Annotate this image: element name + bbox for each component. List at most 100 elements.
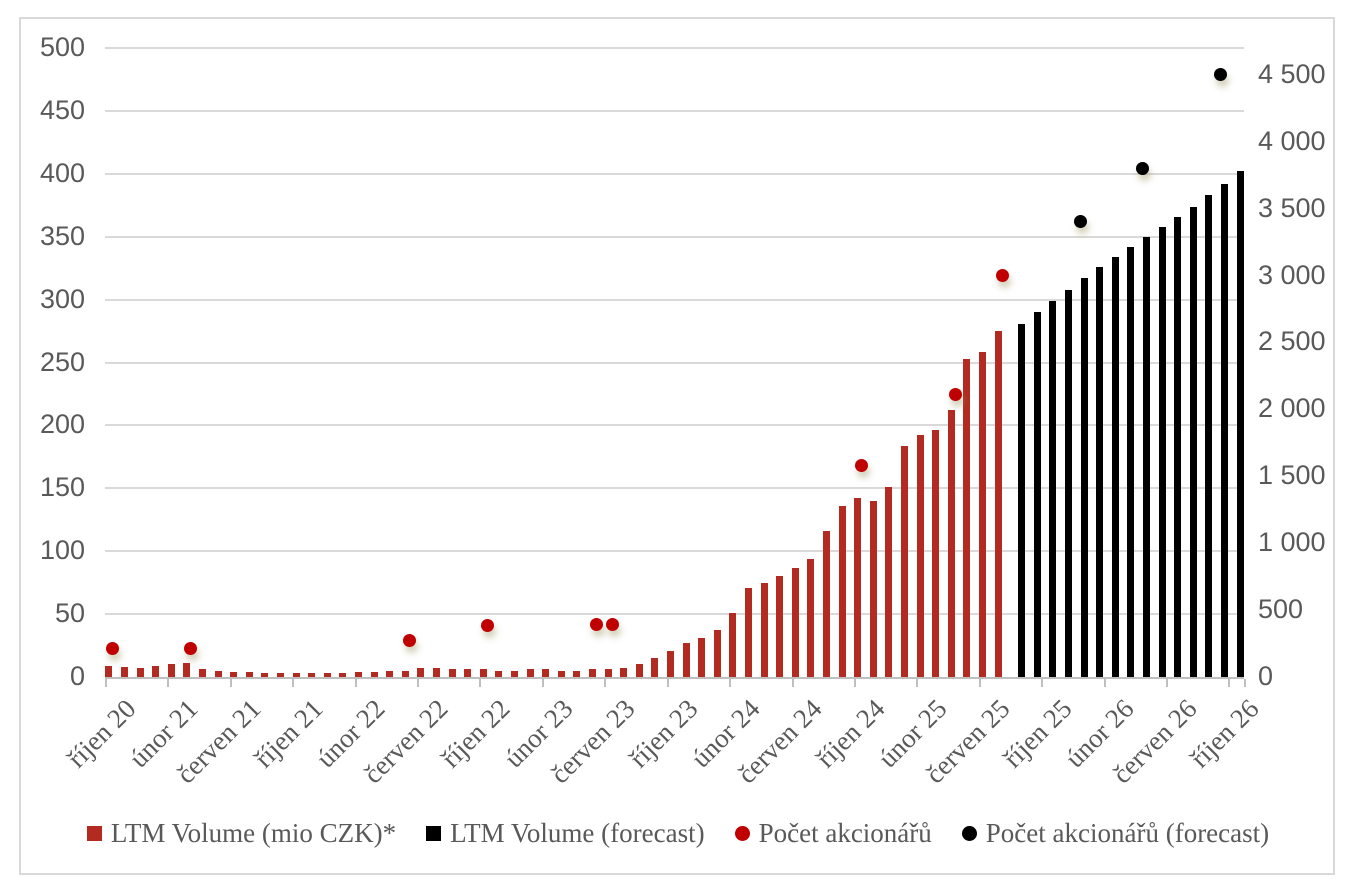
gridline <box>105 173 1244 175</box>
bar-actual <box>215 671 222 677</box>
bar-actual <box>683 643 690 677</box>
y-axis-left-label: 450 <box>39 95 85 125</box>
bar-actual <box>823 531 830 677</box>
shareholders-forecast-dot <box>1074 215 1087 228</box>
gridline <box>105 487 1244 489</box>
x-axis-tick <box>979 679 981 687</box>
gridline <box>105 424 1244 426</box>
x-axis-tick <box>417 679 419 687</box>
shareholders-forecast-dot <box>1214 68 1227 81</box>
gridline <box>105 299 1244 301</box>
bar-forecast <box>1065 290 1072 677</box>
bar-actual <box>293 673 300 677</box>
legend-item: Počet akcionářů <box>734 818 932 849</box>
bar-actual <box>901 446 908 677</box>
bar-forecast <box>1034 312 1041 677</box>
bar-actual <box>183 663 190 677</box>
shareholders-dot <box>606 618 619 631</box>
y-axis-right-label: 0 <box>1258 661 1274 691</box>
bar-actual <box>995 331 1002 677</box>
bar-actual <box>527 669 534 677</box>
shareholders-dot <box>403 634 416 647</box>
bar-actual <box>636 664 643 677</box>
legend-item: Počet akcionářů (forecast) <box>961 818 1269 849</box>
y-axis-right-label: 3 500 <box>1258 193 1326 223</box>
bar-forecast <box>1018 324 1025 677</box>
bar-actual <box>246 672 253 677</box>
bar-actual <box>807 559 814 677</box>
bar-forecast <box>1221 184 1228 677</box>
bar-actual <box>277 673 284 677</box>
legend-square-icon <box>426 826 442 841</box>
x-axis-tick <box>792 679 794 687</box>
bar-actual <box>542 669 549 677</box>
bar-actual <box>371 672 378 677</box>
bar-actual <box>963 359 970 677</box>
bar-actual <box>417 668 424 677</box>
y-axis-right-label: 4 000 <box>1258 126 1326 156</box>
shareholders-dot <box>481 619 494 632</box>
bar-actual <box>651 658 658 677</box>
x-axis-tick <box>1228 679 1230 687</box>
y-axis-left-label: 250 <box>39 347 85 377</box>
bar-actual <box>386 671 393 677</box>
y-axis-left-label: 400 <box>39 158 85 188</box>
bar-actual <box>573 671 580 677</box>
gridline <box>105 47 1244 49</box>
bar-forecast <box>1190 207 1197 677</box>
shareholders-dot <box>184 642 197 655</box>
bar-forecast <box>1049 301 1056 677</box>
bar-actual <box>137 668 144 677</box>
bar-actual <box>355 672 362 677</box>
y-axis-right-label: 4 500 <box>1258 59 1326 89</box>
x-axis-tick <box>916 679 918 687</box>
bar-actual <box>885 487 892 677</box>
bar-actual <box>589 669 596 677</box>
bar-actual <box>792 568 799 677</box>
bar-actual <box>745 588 752 677</box>
bar-actual <box>308 673 315 677</box>
x-axis-tick <box>479 679 481 687</box>
gridline <box>105 110 1244 112</box>
bar-forecast <box>1174 217 1181 677</box>
gridline <box>105 362 1244 364</box>
shareholders-dot <box>949 388 962 401</box>
shareholders-forecast-dot <box>1136 162 1149 175</box>
legend: LTM Volume (mio CZK)* LTM Volume (forecas… <box>21 818 1335 849</box>
bar-actual <box>324 673 331 677</box>
bar-forecast <box>1127 247 1134 677</box>
bar-actual <box>839 506 846 677</box>
y-axis-right-label: 2 500 <box>1258 326 1326 356</box>
y-axis-right-label: 2 000 <box>1258 393 1326 423</box>
legend-item-label: LTM Volume (mio CZK)* <box>110 818 397 848</box>
bar-forecast <box>1096 267 1103 677</box>
legend-circle-icon <box>961 826 977 841</box>
x-axis-tick <box>292 679 294 687</box>
bar-actual <box>605 669 612 677</box>
x-axis-tick <box>729 679 731 687</box>
bar-actual <box>261 673 268 677</box>
y-axis-left-label: 350 <box>39 221 85 251</box>
x-axis-tick <box>1104 679 1106 687</box>
bar-forecast <box>1143 237 1150 677</box>
bar-actual <box>917 435 924 677</box>
legend-item-label: Počet akcionářů <box>758 818 932 848</box>
x-axis-tick <box>167 679 169 687</box>
y-axis-right-label: 500 <box>1258 594 1304 624</box>
shareholders-dot <box>855 459 868 472</box>
bar-actual <box>230 672 237 677</box>
bar-actual <box>776 576 783 677</box>
bar-actual <box>948 410 955 677</box>
bar-actual <box>729 613 736 677</box>
x-axis-tick <box>667 679 669 687</box>
y-axis-left-label: 300 <box>39 284 85 314</box>
bar-actual <box>495 671 502 677</box>
shareholders-dot <box>590 618 603 631</box>
shareholders-dot <box>106 642 119 655</box>
y-axis-left-label: 0 <box>69 661 85 691</box>
legend-circle-icon <box>734 826 750 841</box>
gridline <box>105 613 1244 615</box>
bar-actual <box>433 668 440 677</box>
x-axis-tick <box>105 679 107 687</box>
bar-actual <box>620 668 627 677</box>
